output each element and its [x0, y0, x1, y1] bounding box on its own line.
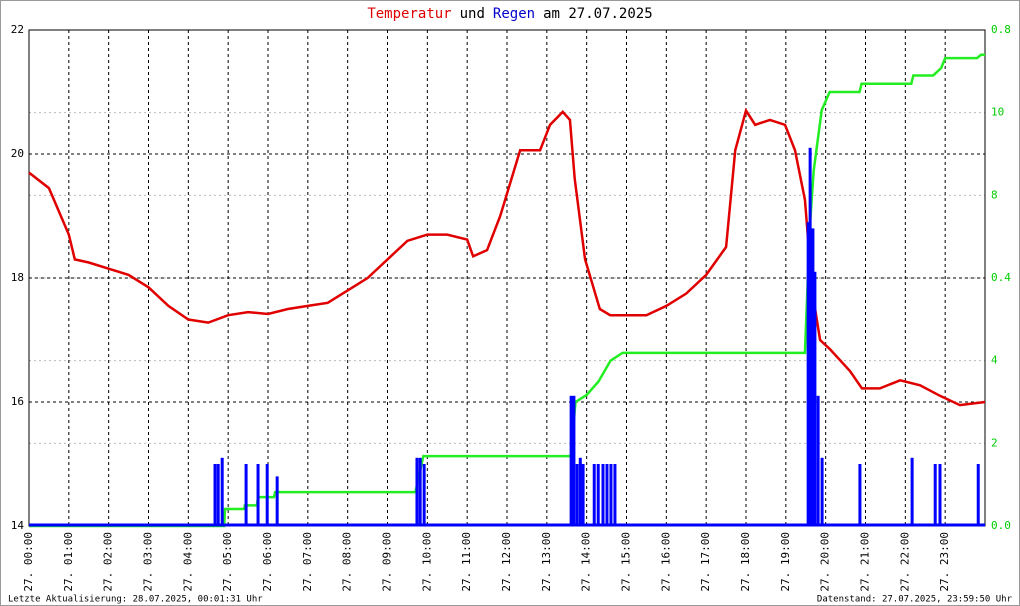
rain-bar	[808, 147, 812, 527]
rain-bar	[256, 464, 260, 526]
y-tick-label: 16	[11, 395, 24, 408]
x-tick-label: 27. 16:00	[659, 532, 672, 592]
rain-bar	[265, 464, 269, 526]
rain-bar	[216, 464, 220, 526]
rain-bar	[806, 222, 810, 526]
x-tick-label: 27. 06:00	[261, 532, 274, 592]
rain-bar	[938, 464, 942, 526]
rain-bar	[220, 457, 224, 526]
rain-bar	[578, 457, 582, 526]
x-tick-label: 27. 07:00	[301, 532, 314, 592]
rain-bar	[976, 464, 980, 526]
x-tick-label: 27. 01:00	[62, 532, 75, 592]
rain-bar	[581, 464, 585, 526]
x-tick-label: 27. 22:00	[898, 532, 911, 592]
rain-bar	[415, 457, 419, 526]
x-tick-label: 27. 15:00	[620, 532, 633, 592]
rain-bar	[820, 457, 824, 526]
rain-bar	[813, 271, 817, 526]
rain-bar	[933, 464, 937, 526]
x-tick-label: 27. 13:00	[540, 532, 553, 592]
rain-bar	[605, 464, 609, 526]
y-tick-label: 18	[11, 271, 24, 284]
x-tick-label: 27. 20:00	[819, 532, 832, 592]
x-tick-label: 27. 14:00	[580, 532, 593, 592]
y2-tick-label: 4	[991, 354, 998, 367]
x-tick-label: 27. 12:00	[500, 532, 513, 592]
x-tick-label: 27. 09:00	[381, 532, 394, 592]
rain-bar	[858, 464, 862, 526]
rain-bar	[569, 395, 573, 526]
rain-bar	[275, 476, 279, 526]
chart-title: Temperatur und Regen am 27.07.2025	[367, 6, 652, 22]
y2-tick-label: 0.4	[991, 271, 1011, 284]
y2-tick-label: 0.8	[991, 23, 1011, 36]
rain-bar	[596, 464, 600, 526]
y-tick-label: 20	[11, 147, 24, 160]
rain-bar	[592, 464, 596, 526]
x-tick-label: 27. 19:00	[779, 532, 792, 592]
title-part: am 27.07.2025	[543, 6, 653, 22]
rain-bar	[609, 464, 613, 526]
rain-bar	[910, 457, 914, 526]
x-tick-label: 27. 23:00	[938, 532, 951, 592]
x-tick-label: 27. 08:00	[341, 532, 354, 592]
y2-tick-label: 2	[991, 436, 998, 449]
x-tick-label: 27. 04:00	[181, 532, 194, 592]
rain-bar	[418, 457, 422, 526]
rain-bar	[572, 395, 576, 526]
title-part: und	[460, 6, 485, 22]
x-tick-label: 27. 18:00	[739, 532, 752, 592]
footer-right: Datenstand: 27.07.2025, 23:59:50 Uhr	[817, 595, 1013, 605]
y2-tick-label: 8	[991, 188, 998, 201]
rain-bar	[601, 464, 605, 526]
rain-bar	[811, 228, 815, 526]
rain-bar	[213, 464, 217, 526]
rain-bar	[613, 464, 617, 526]
y-tick-label: 14	[11, 519, 25, 532]
x-tick-label: 27. 03:00	[142, 532, 155, 592]
x-tick-label: 27. 21:00	[859, 532, 872, 592]
title-part: Regen	[493, 6, 535, 22]
y-tick-label: 22	[11, 23, 24, 36]
x-tick-label: 27. 11:00	[460, 532, 473, 592]
rain-bar	[575, 464, 579, 526]
y2-tick-label: 10	[991, 106, 1004, 119]
rain-bar	[816, 395, 820, 526]
x-tick-label: 27. 17:00	[699, 532, 712, 592]
x-tick-label: 27. 00:00	[22, 532, 35, 592]
rain-bar	[244, 464, 248, 526]
y2-tick-label: 0.0	[991, 519, 1011, 532]
x-tick-label: 27. 02:00	[102, 532, 115, 592]
title-part: Temperatur	[367, 6, 451, 22]
rain-bar	[422, 464, 426, 526]
x-tick-label: 27. 05:00	[221, 532, 234, 592]
footer-left: Letzte Aktualisierung: 28.07.2025, 00:01…	[8, 595, 263, 605]
x-tick-label: 27. 10:00	[420, 532, 433, 592]
